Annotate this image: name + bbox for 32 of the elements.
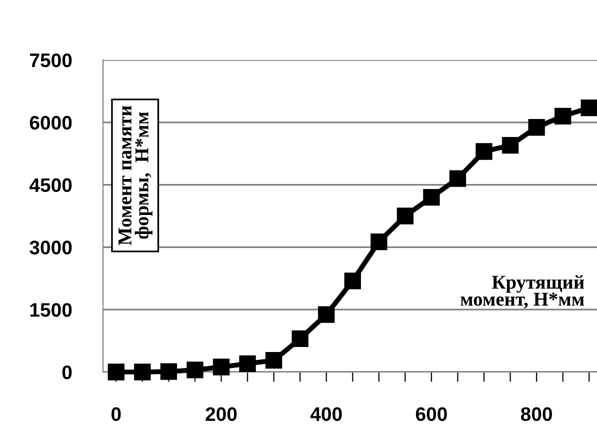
point <box>265 352 282 369</box>
point <box>554 108 572 124</box>
point <box>580 100 597 116</box>
point <box>108 364 124 380</box>
point <box>318 306 335 323</box>
y-tick-label: 1500 <box>30 303 72 317</box>
point <box>396 208 414 224</box>
y-tick-label: 3000 <box>30 240 72 254</box>
point <box>528 119 545 136</box>
x-tick-label: 400 <box>310 407 342 422</box>
y-tick-label: 0 <box>62 365 72 380</box>
point <box>449 170 466 187</box>
y-axis-title: Момент памяти формы, Н*мм <box>118 106 152 246</box>
point <box>292 330 308 348</box>
x-tick-label: 200 <box>206 407 237 422</box>
point <box>134 364 151 380</box>
x-tick-label: 600 <box>416 407 447 422</box>
y-tick-label: 6000 <box>30 116 72 130</box>
y-tick-label: 7500 <box>30 53 72 68</box>
y-tick-label: 4500 <box>29 178 72 192</box>
point <box>423 188 440 206</box>
point <box>160 363 178 380</box>
point <box>212 358 230 376</box>
x-tick-label: 800 <box>520 407 552 422</box>
point <box>476 143 492 160</box>
point <box>344 272 361 290</box>
point <box>239 355 256 372</box>
point <box>370 233 388 250</box>
x-tick-label: 0 <box>112 407 121 422</box>
x-axis-title: Крутящий момент, Н*мм <box>460 275 584 309</box>
point <box>502 136 519 154</box>
point <box>186 362 204 378</box>
